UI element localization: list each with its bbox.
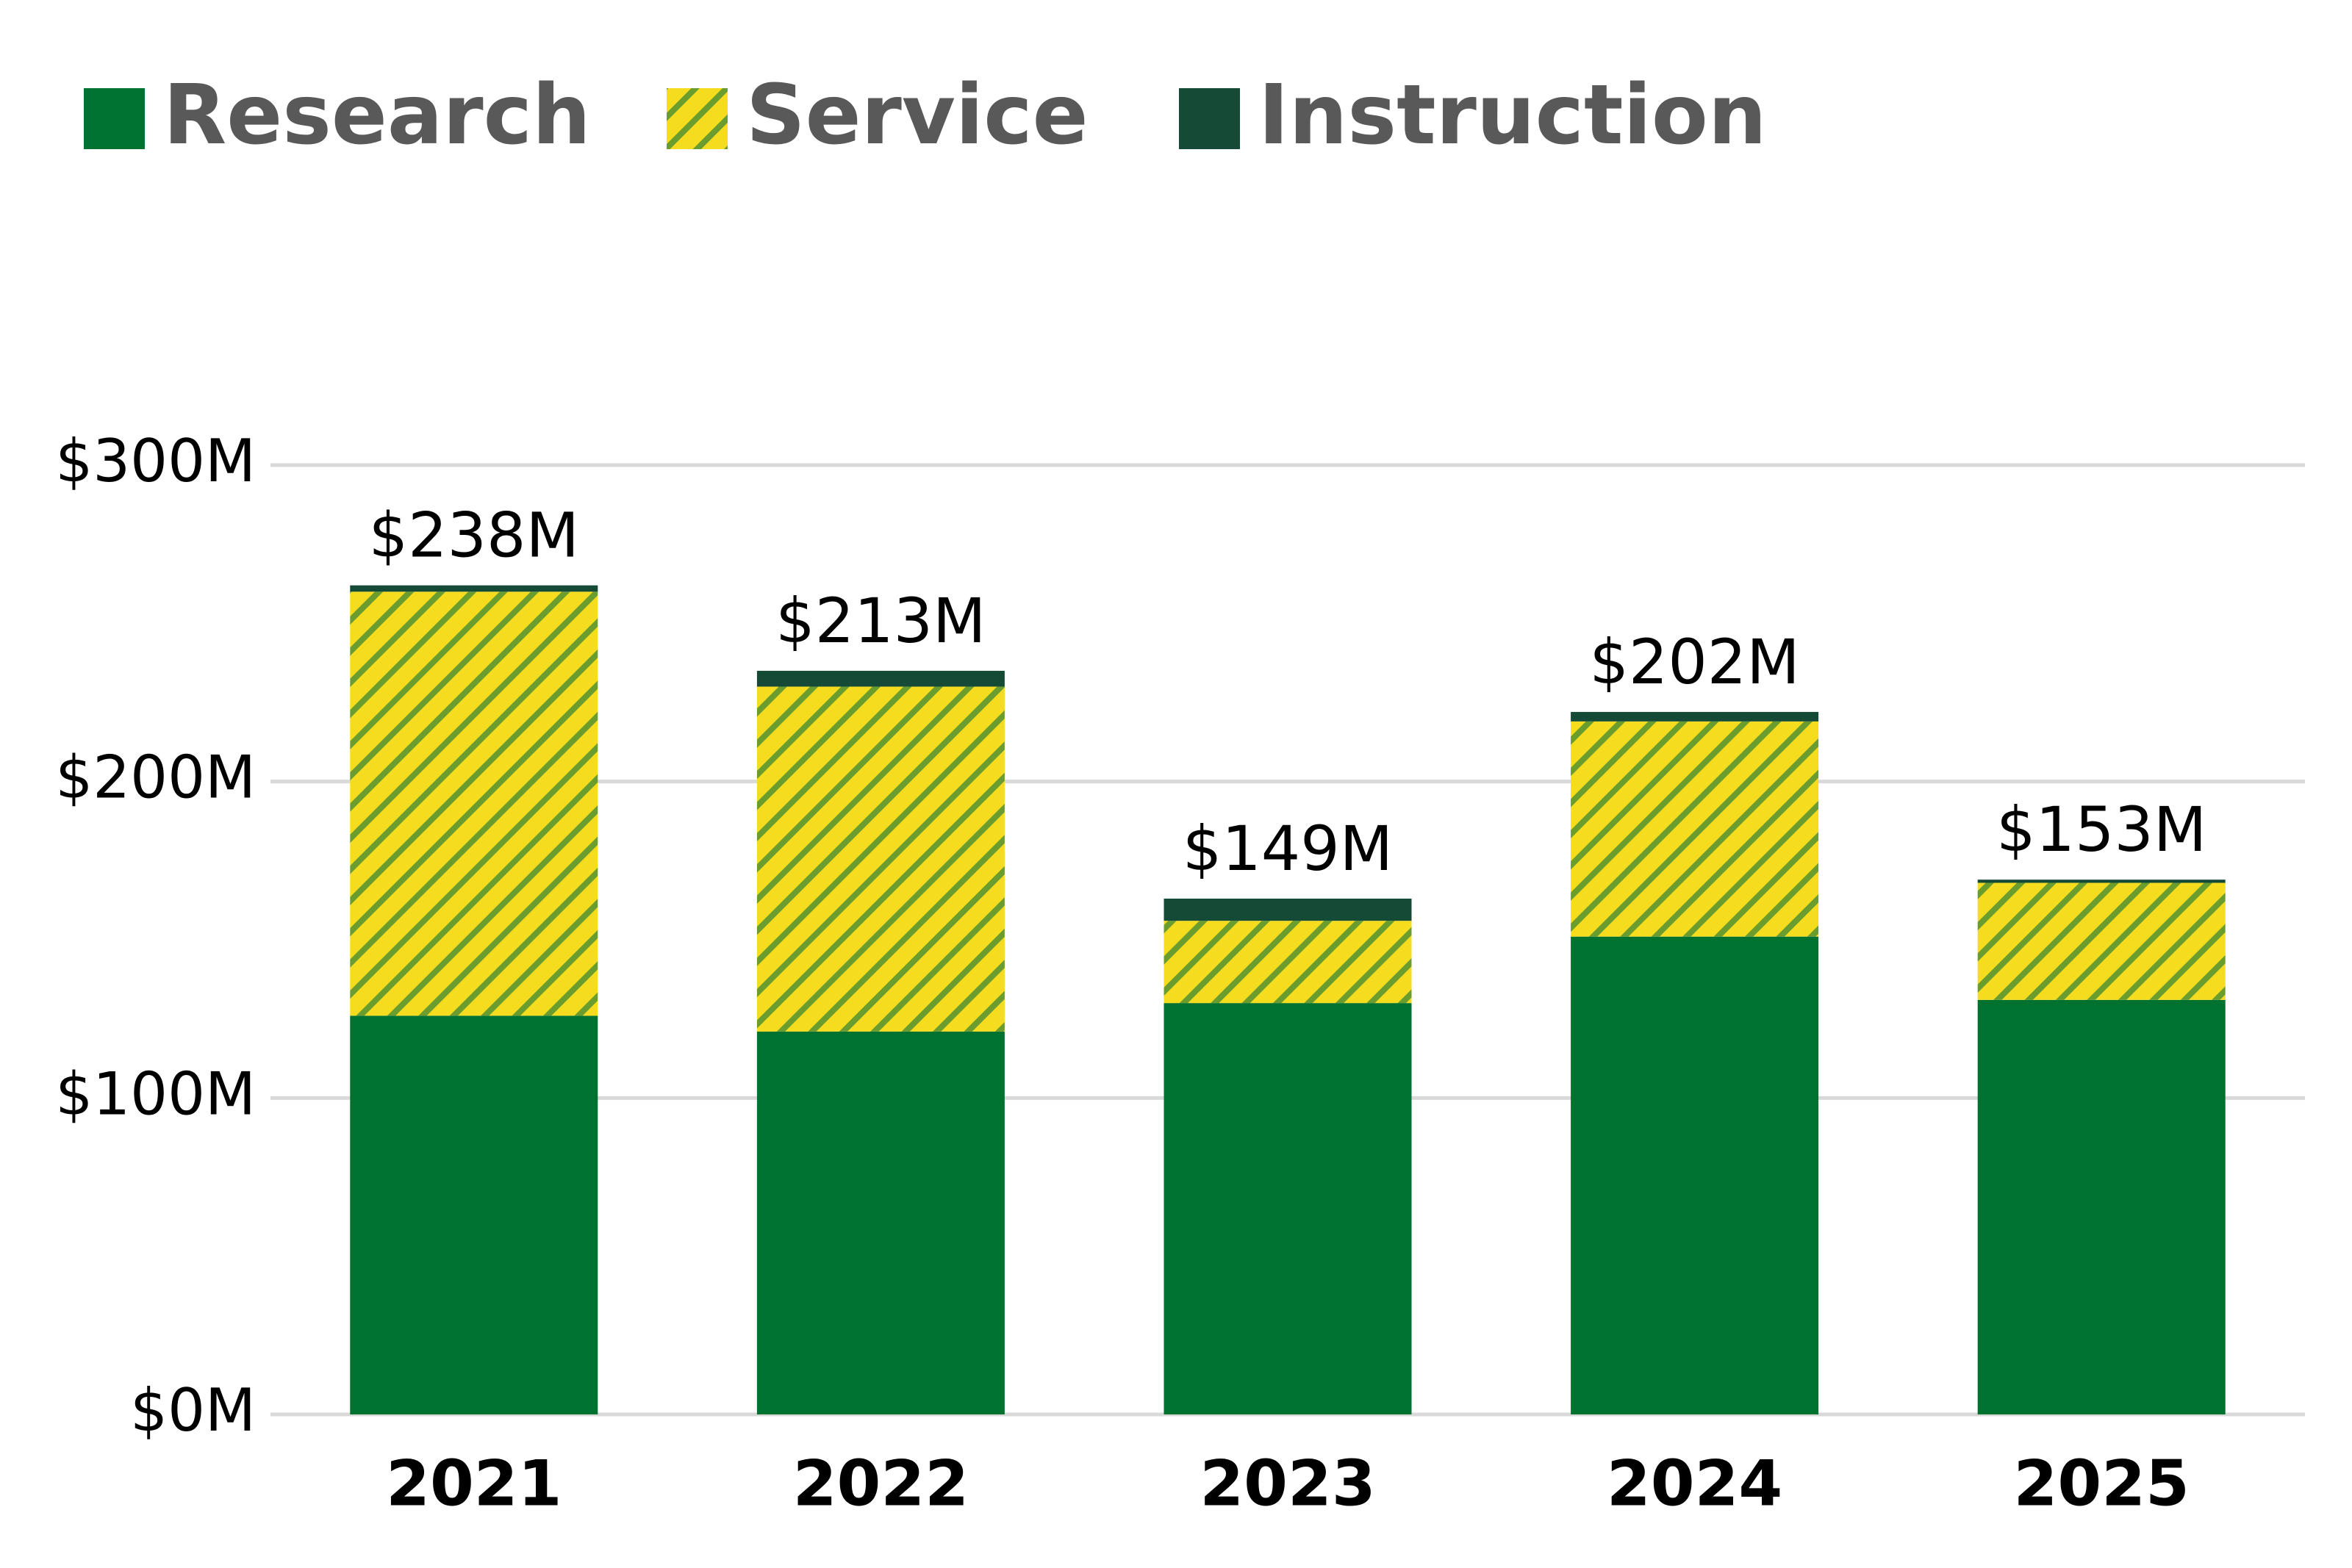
bar-segment — [1164, 921, 1412, 1004]
bar-segment — [1977, 999, 2226, 1414]
x-tick-label: 2023 — [1200, 1447, 1375, 1520]
y-tick-label: $100M — [55, 1060, 256, 1128]
total-label: $238M — [369, 500, 579, 572]
bar-segment — [1571, 936, 1819, 1414]
bar-segment — [756, 1031, 1005, 1414]
total-label: $153M — [1996, 794, 2206, 866]
bar-segment — [1164, 1003, 1412, 1414]
y-tick-label: $0M — [130, 1376, 256, 1445]
legend-swatch — [1179, 88, 1240, 149]
legend-swatch — [84, 88, 145, 149]
legend-label: Instruction — [1258, 68, 1767, 163]
total-label: $213M — [775, 585, 986, 657]
legend-label: Research — [163, 68, 591, 163]
bar-segment — [1571, 721, 1819, 937]
legend-label: Service — [746, 68, 1089, 163]
bar-segment — [1977, 880, 2226, 883]
x-tick-label: 2021 — [386, 1447, 562, 1520]
x-tick-label: 2025 — [2014, 1447, 2190, 1520]
y-tick-label: $200M — [55, 744, 256, 812]
bar-segment — [1977, 882, 2226, 1000]
x-tick-label: 2024 — [1607, 1447, 1782, 1520]
total-label: $149M — [1183, 813, 1393, 885]
bar-segment — [350, 585, 598, 592]
total-label: $202M — [1589, 626, 1799, 698]
bar-segment — [1164, 899, 1412, 921]
bar-segment — [756, 686, 1005, 1032]
bar-segment — [1571, 711, 1819, 722]
bar-segment — [350, 1015, 598, 1414]
bar-segment — [350, 591, 598, 1016]
bar-segment — [756, 670, 1005, 687]
legend-swatch — [667, 88, 728, 149]
y-tick-label: $300M — [55, 427, 256, 495]
x-tick-label: 2022 — [793, 1447, 969, 1520]
